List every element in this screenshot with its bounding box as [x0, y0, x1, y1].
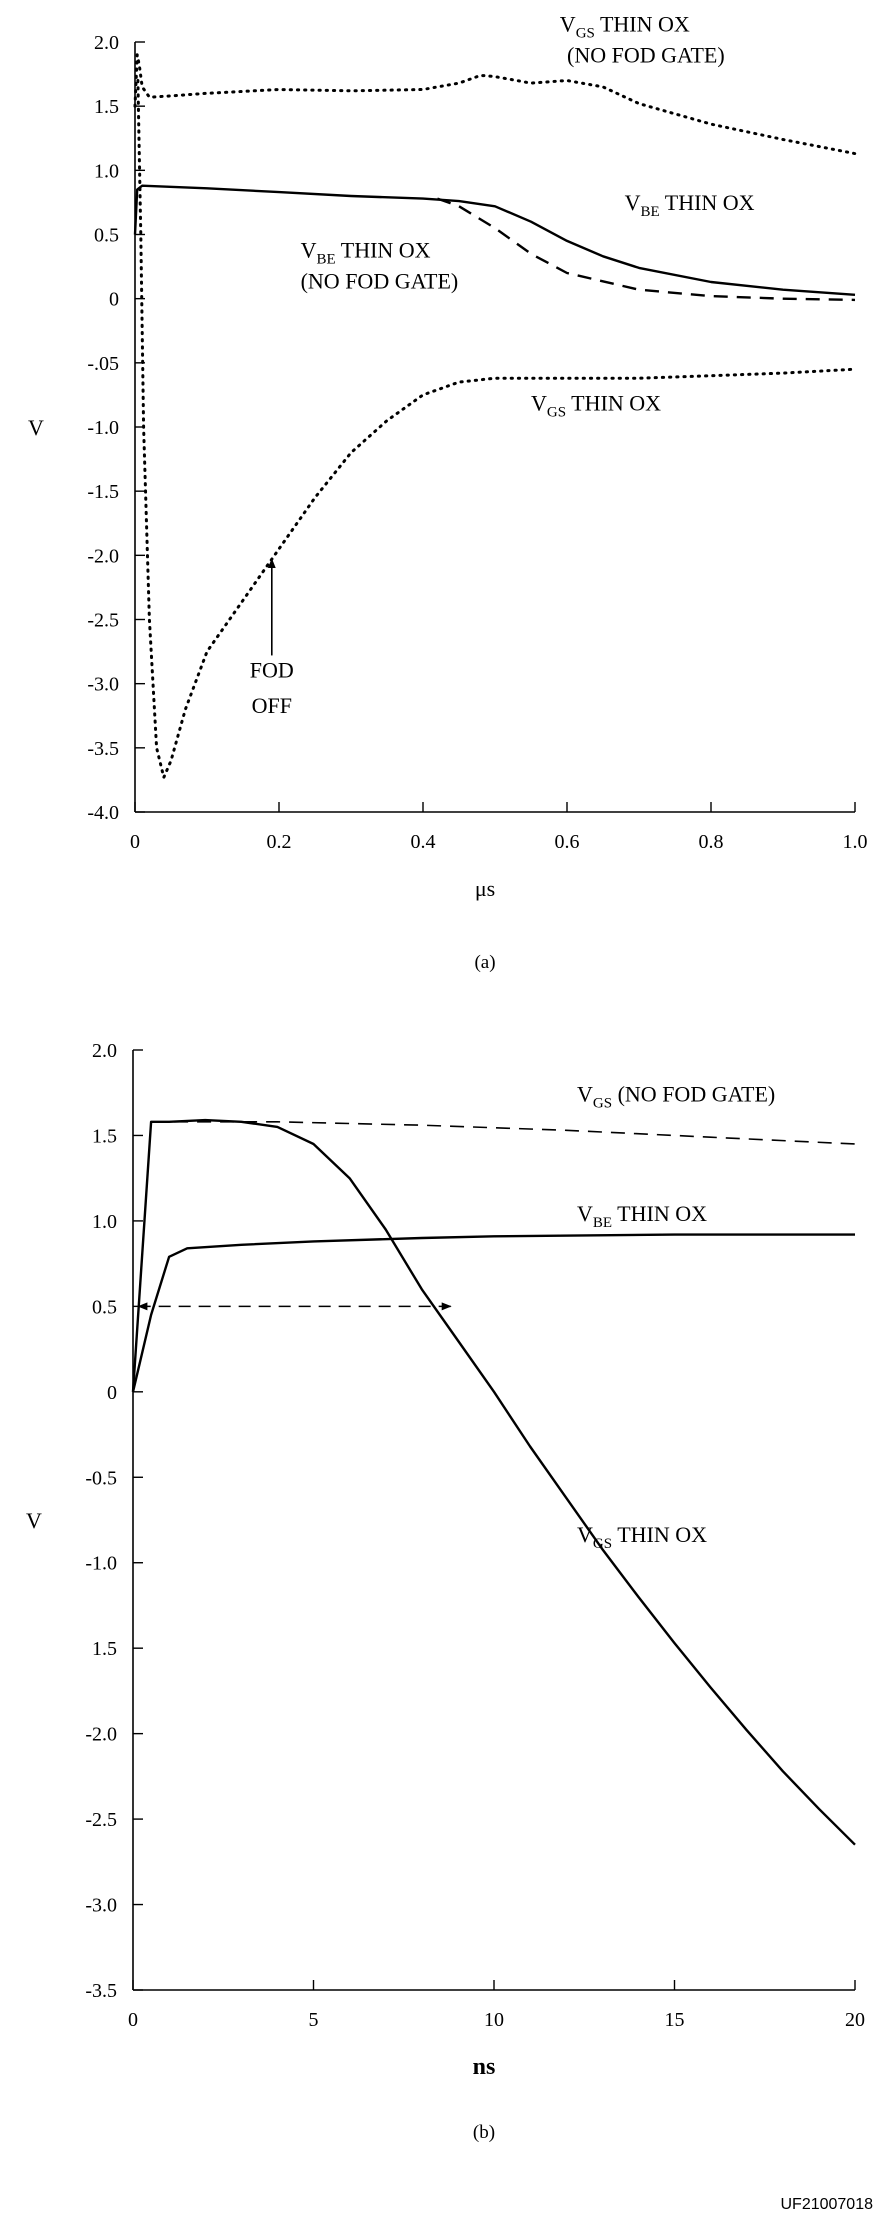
chart-a-y-tick-label: -4.0: [87, 802, 119, 824]
chart-b: 2.0 1.5 1.0 0.5 0 -0.5 -1.0 1.5 -2.0 -2.5 -3.0 -3.5…: [26, 1040, 865, 2143]
chart-b-series-vgs-thin-ox: [131, 1118, 856, 1846]
chart-b-ticks: 2.0 1.5 1.0 0.5 0 -0.5 -1.0 1.5 -2.0 -2.5 -3.0 -3.5…: [85, 1040, 865, 2031]
chart-b-y-tick-label: -3.0: [85, 1895, 117, 1917]
chart-a: 2.0 1.5 1.0 0.5 0 -.05 -1.0 -1.5 -2.0 -2.5 -3.0 -3.…: [28, 12, 868, 973]
chart-a-y-tick-label: 0.5: [94, 225, 119, 247]
chart-a-series: [133, 53, 857, 779]
chart-a-annotation: VBE THIN OX: [301, 238, 431, 268]
chart-a-series-vgs-thin-ox: [136, 79, 857, 779]
chart-b-series-vbe-thin-ox: [131, 1233, 855, 1393]
chart-b-x-tick-label: 15: [665, 2009, 685, 2031]
chart-b-x-tick-label: 0: [128, 2009, 138, 2031]
chart-a-annotation: VGS THIN OX: [531, 390, 661, 420]
chart-a-caption: (a): [474, 952, 495, 973]
chart-b-x-tick-label: 10: [484, 2009, 504, 2031]
chart-b-caption: (b): [473, 2122, 495, 2143]
chart-a-x-tick-label: 0.4: [411, 831, 436, 853]
chart-a-series-vbe-thin-ox: [133, 184, 856, 296]
chart-a-x-tick-label: 0.6: [555, 831, 580, 853]
chart-b-y-tick-label: 0.5: [92, 1296, 117, 1318]
chart-a-y-tick-label: -1.0: [87, 417, 119, 439]
chart-a-xlabel: μs: [475, 876, 495, 901]
chart-a-annotation: (NO FOD GATE): [567, 43, 725, 68]
chart-b-annotation: VBE THIN OX: [577, 1201, 707, 1231]
chart-a-y-tick-label: -2.0: [87, 545, 119, 567]
chart-a-annotation: VBE THIN OX: [625, 190, 755, 220]
chart-b-series: [131, 1118, 856, 1846]
chart-b-series-vgs-no-fod-gate: [151, 1121, 856, 1145]
chart-a-y-tick-label: -.05: [87, 353, 119, 375]
chart-b-y-tick-label: -0.5: [85, 1467, 117, 1489]
chart-b-annotation: VGS (NO FOD GATE): [577, 1081, 775, 1111]
chart-b-xlabel: ns: [473, 2054, 496, 2080]
chart-a-annotation: (NO FOD GATE): [301, 268, 459, 293]
chart-b-x-tick-label: 5: [309, 2009, 319, 2031]
chart-a-annotation: VGS THIN OX: [560, 12, 690, 42]
chart-a-x-tick-label: 1.0: [843, 831, 868, 853]
chart-a-y-tick-label: 1.5: [94, 96, 119, 118]
chart-a-y-tick-label: -2.5: [87, 610, 119, 632]
chart-a-annotation: OFF: [252, 693, 292, 718]
chart-a-y-tick-label: 1.0: [94, 160, 119, 182]
chart-a-x-tick-label: 0: [130, 831, 140, 853]
chart-a-series-vgs-thin-ox-no-fod-gate: [133, 53, 857, 156]
chart-a-annotation: FOD: [250, 657, 294, 682]
chart-b-annotations: VGS (NO FOD GATE) VBE THIN OX VGS THIN OX: [137, 1081, 775, 1552]
chart-a-series-vbe-thin-ox-no-fod-gate: [436, 197, 856, 302]
chart-a-x-tick-label: 0.8: [699, 831, 724, 853]
chart-b-y-tick-label: 2.0: [92, 1040, 117, 1062]
chart-b-y-tick-label: -1.0: [85, 1553, 117, 1575]
document-id: UF21007018: [780, 2196, 873, 2213]
chart-b-ylabel: V: [26, 1508, 42, 1533]
chart-b-y-tick-label: 1.0: [92, 1211, 117, 1233]
chart-b-y-tick-label: 1.5: [92, 1638, 117, 1660]
chart-a-y-tick-label: 2.0: [94, 32, 119, 54]
chart-a-y-tick-label: -3.5: [87, 738, 119, 760]
chart-b-x-tick-label: 20: [845, 2009, 865, 2031]
chart-a-y-tick-label: -3.0: [87, 674, 119, 696]
chart-a-y-tick-label: -1.5: [87, 481, 119, 503]
chart-a-ylabel: V: [28, 415, 44, 440]
chart-b-y-tick-label: -2.0: [85, 1724, 117, 1746]
chart-b-y-tick-label: -3.5: [85, 1980, 117, 2002]
chart-b-y-tick-label: 1.5: [92, 1125, 117, 1147]
chart-a-ticks: 2.0 1.5 1.0 0.5 0 -.05 -1.0 -1.5 -2.0 -2.5 -3.0 -3.…: [87, 32, 867, 853]
chart-a-x-tick-label: 0.2: [267, 831, 292, 853]
chart-b-y-tick-label: 0: [107, 1382, 117, 1404]
chart-b-y-tick-label: -2.5: [85, 1809, 117, 1831]
chart-b-annotation: VGS THIN OX: [577, 1522, 707, 1552]
chart-a-y-tick-label: 0: [109, 289, 119, 311]
